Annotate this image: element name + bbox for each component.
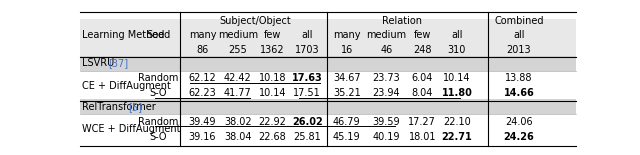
Text: 34.67: 34.67 [333,73,361,83]
Text: 1362: 1362 [260,45,285,55]
Text: 11.80: 11.80 [442,88,472,98]
Text: WCE + DiffAugment: WCE + DiffAugment [83,124,181,134]
Text: 17.27: 17.27 [408,117,436,127]
Text: 2013: 2013 [507,45,531,55]
Text: 8.04: 8.04 [412,88,433,98]
Text: 22.71: 22.71 [442,132,472,142]
Text: RelTransformer: RelTransformer [83,102,159,112]
Text: Random: Random [138,73,179,83]
Text: 86: 86 [196,45,209,55]
Text: 17.63: 17.63 [292,73,323,83]
Text: 40.19: 40.19 [372,132,400,142]
Text: 46: 46 [380,45,393,55]
Text: 6.04: 6.04 [412,73,433,83]
Text: Subject/Object: Subject/Object [219,16,291,26]
Text: 45.19: 45.19 [333,132,361,142]
Text: 23.94: 23.94 [372,88,401,98]
Text: 10.14: 10.14 [259,88,286,98]
Text: LSVRU: LSVRU [83,58,118,68]
Text: 25.81: 25.81 [293,132,321,142]
Text: 23.73: 23.73 [372,73,401,83]
Text: medium: medium [367,31,406,40]
Text: 22.68: 22.68 [259,132,286,142]
Text: CE + DiffAugment: CE + DiffAugment [83,81,172,91]
Text: 13.88: 13.88 [505,73,532,83]
Text: 24.06: 24.06 [505,117,532,127]
Text: 46.79: 46.79 [333,117,361,127]
Text: Combined: Combined [494,16,544,26]
Text: 62.23: 62.23 [189,88,216,98]
Text: 10.18: 10.18 [259,73,286,83]
Text: S-O: S-O [150,132,167,142]
Text: 22.92: 22.92 [259,117,286,127]
Text: 18.01: 18.01 [408,132,436,142]
Text: few: few [413,31,431,40]
Text: S-O: S-O [150,88,167,98]
Text: 38.02: 38.02 [224,117,252,127]
Text: 14.66: 14.66 [504,88,534,98]
Text: 310: 310 [448,45,466,55]
Text: 24.26: 24.26 [504,132,534,142]
Text: all: all [301,31,313,40]
Text: 17.51: 17.51 [293,88,321,98]
Text: 62.12: 62.12 [189,73,216,83]
Text: 10.14: 10.14 [444,73,470,83]
Text: 255: 255 [228,45,247,55]
Text: many: many [333,31,360,40]
Text: 26.02: 26.02 [292,117,323,127]
Bar [80,12,576,58]
Text: all: all [451,31,463,40]
Text: 35.21: 35.21 [333,88,361,98]
Text: 39.16: 39.16 [189,132,216,142]
Text: many: many [189,31,216,40]
Text: Learning Method: Learning Method [83,31,165,40]
Text: 1703: 1703 [295,45,319,55]
Text: all: all [513,31,525,40]
Text: 39.59: 39.59 [372,117,401,127]
Text: medium: medium [218,31,258,40]
Text: 39.49: 39.49 [189,117,216,127]
Text: [5]: [5] [129,102,143,112]
Text: 248: 248 [413,45,431,55]
Text: 16: 16 [340,45,353,55]
Text: Relation: Relation [382,16,422,26]
Text: 22.10: 22.10 [443,117,471,127]
Bar [80,56,576,71]
Text: 38.04: 38.04 [224,132,252,142]
Text: Random: Random [138,117,179,127]
Bar [80,99,576,114]
Text: few: few [264,31,281,40]
Text: 42.42: 42.42 [224,73,252,83]
Text: [37]: [37] [108,58,129,68]
Text: Seed: Seed [147,31,170,40]
Text: 41.77: 41.77 [224,88,252,98]
